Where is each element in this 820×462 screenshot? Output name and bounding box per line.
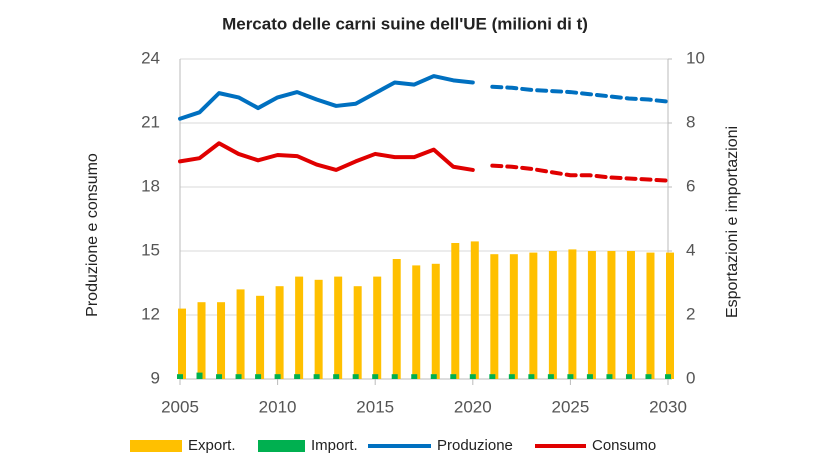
x-tick-label: 2025 [551,397,589,416]
bar [216,374,223,379]
bar [431,263,440,379]
bar [547,374,554,379]
bar [645,374,652,379]
bar [236,289,245,379]
bar [625,374,632,379]
bar [196,372,203,379]
x-tick-label: 2010 [259,397,297,416]
bar [529,252,538,379]
bar [469,374,476,379]
line [490,84,670,104]
y2-tick-label: 10 [686,48,705,67]
bar [372,374,379,379]
y2-tick-label: 0 [686,368,695,387]
y-tick-label: 9 [151,368,160,387]
legend-label: Produzione [437,437,513,454]
y-tick-label: 18 [141,176,160,195]
bar [392,259,401,379]
bar [178,308,186,379]
bar [334,276,343,379]
bar [528,374,535,379]
y-tick-label: 24 [141,48,160,67]
y-axis-label: Produzione e consumo [84,153,101,317]
bar [314,279,323,379]
bar [665,374,671,379]
bar [626,251,635,379]
line [490,163,670,183]
bar [412,265,421,379]
x-tick-label: 2020 [454,397,492,416]
y2-tick-label: 4 [686,240,695,259]
line [178,141,475,172]
x-tick-label: 2005 [161,397,199,416]
chart-title: Mercato delle carni suine dell'UE (milio… [222,14,588,33]
bar [489,374,496,379]
legend-label: Import. [311,437,358,454]
bar [666,252,674,379]
bar [411,374,418,379]
bar [606,374,613,379]
bar [509,254,518,379]
bar [275,286,284,379]
x-tick-label: 2030 [649,397,687,416]
bar [333,374,340,379]
bar [373,276,382,379]
bar [607,251,616,379]
bar [295,276,304,379]
legend-label: Consumo [592,437,656,454]
bar [508,374,515,379]
bar [294,374,301,379]
legend-swatch [258,440,305,452]
legend-swatch [130,440,182,452]
bar [352,374,359,379]
bar [567,374,574,379]
bar [548,251,557,379]
line [178,74,475,121]
bar [353,286,362,379]
bar [430,374,437,379]
y-tick-label: 15 [141,240,160,259]
bar [313,374,320,379]
y2-axis-label: Esportazioni e importazioni [724,126,741,318]
bar [391,374,398,379]
bar [586,374,593,379]
y2-tick-label: 8 [686,112,695,131]
y-tick-label: 12 [141,304,160,323]
y-tick-label: 21 [141,112,160,131]
bar [274,374,281,379]
bar [450,374,457,379]
bar [197,302,206,379]
y2-tick-label: 6 [686,176,695,195]
bar [568,249,577,379]
legend-label: Export. [188,437,236,454]
bar [177,374,183,379]
bar [255,374,262,379]
y2-tick-label: 2 [686,304,695,323]
bar [587,251,596,379]
bar [646,252,655,379]
bar [470,241,479,379]
bar [451,243,460,379]
bar [490,254,499,379]
bar [235,374,242,379]
x-tick-label: 2015 [356,397,394,416]
bar [217,302,226,379]
bar [256,295,265,379]
